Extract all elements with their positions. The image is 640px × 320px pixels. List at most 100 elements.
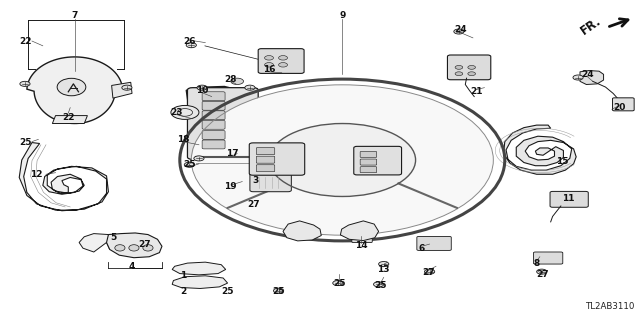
- FancyBboxPatch shape: [202, 92, 225, 101]
- Text: 10: 10: [196, 86, 208, 95]
- Circle shape: [379, 261, 389, 267]
- Text: 25: 25: [273, 287, 285, 296]
- FancyBboxPatch shape: [202, 140, 225, 149]
- Text: 25: 25: [221, 287, 234, 296]
- FancyBboxPatch shape: [202, 131, 225, 140]
- Circle shape: [468, 66, 476, 69]
- Text: 27: 27: [247, 200, 259, 209]
- Text: TL2AB3110: TL2AB3110: [586, 302, 636, 311]
- Text: 8: 8: [534, 259, 540, 268]
- FancyBboxPatch shape: [360, 167, 377, 173]
- Circle shape: [468, 72, 476, 76]
- FancyBboxPatch shape: [417, 236, 451, 251]
- Text: 23: 23: [170, 108, 183, 117]
- FancyBboxPatch shape: [202, 120, 225, 129]
- Text: FR.: FR.: [578, 14, 604, 38]
- Text: 13: 13: [378, 265, 390, 274]
- Circle shape: [122, 85, 132, 90]
- Text: 26: 26: [183, 36, 196, 45]
- Polygon shape: [19, 142, 108, 211]
- Text: 25: 25: [374, 281, 387, 290]
- Polygon shape: [283, 221, 321, 241]
- Text: 1: 1: [180, 271, 186, 280]
- Text: 21: 21: [470, 87, 483, 96]
- Circle shape: [278, 63, 287, 67]
- Polygon shape: [580, 70, 604, 84]
- FancyBboxPatch shape: [250, 173, 291, 192]
- Circle shape: [278, 56, 287, 60]
- Text: 2: 2: [180, 287, 186, 296]
- Polygon shape: [172, 276, 228, 288]
- Text: 9: 9: [339, 11, 346, 20]
- Circle shape: [171, 105, 199, 119]
- Circle shape: [245, 85, 255, 90]
- FancyBboxPatch shape: [360, 159, 377, 165]
- FancyBboxPatch shape: [447, 55, 491, 80]
- FancyBboxPatch shape: [534, 252, 563, 264]
- Circle shape: [20, 81, 30, 86]
- FancyBboxPatch shape: [256, 156, 275, 163]
- Text: 15: 15: [556, 157, 568, 166]
- Circle shape: [333, 281, 343, 286]
- Circle shape: [455, 72, 463, 76]
- FancyBboxPatch shape: [188, 88, 258, 159]
- Text: 19: 19: [225, 182, 237, 191]
- Polygon shape: [340, 221, 379, 241]
- Text: 4: 4: [129, 262, 135, 271]
- Text: 25: 25: [183, 160, 196, 169]
- Circle shape: [537, 269, 547, 274]
- FancyBboxPatch shape: [202, 111, 225, 120]
- Text: 17: 17: [226, 149, 238, 158]
- FancyBboxPatch shape: [256, 148, 275, 155]
- Ellipse shape: [57, 78, 86, 96]
- Ellipse shape: [115, 245, 125, 251]
- Polygon shape: [172, 262, 226, 275]
- FancyBboxPatch shape: [249, 143, 305, 175]
- Text: 27: 27: [138, 240, 151, 249]
- Text: 3: 3: [252, 176, 258, 185]
- Circle shape: [454, 29, 464, 34]
- Circle shape: [194, 156, 204, 161]
- Circle shape: [264, 63, 273, 67]
- Text: 18: 18: [177, 135, 189, 144]
- Text: 7: 7: [72, 11, 78, 20]
- Circle shape: [186, 43, 196, 48]
- FancyBboxPatch shape: [354, 146, 401, 175]
- Text: 27: 27: [537, 270, 549, 279]
- Circle shape: [197, 85, 207, 90]
- FancyBboxPatch shape: [550, 191, 588, 207]
- Text: 20: 20: [613, 103, 626, 112]
- Text: 25: 25: [19, 138, 32, 147]
- Circle shape: [184, 162, 195, 167]
- FancyBboxPatch shape: [258, 49, 304, 73]
- FancyBboxPatch shape: [202, 101, 225, 110]
- Text: 11: 11: [563, 194, 575, 203]
- FancyBboxPatch shape: [612, 98, 634, 111]
- FancyBboxPatch shape: [256, 165, 275, 172]
- Circle shape: [374, 282, 384, 287]
- Circle shape: [273, 288, 284, 293]
- Text: 28: 28: [225, 75, 237, 84]
- Polygon shape: [27, 57, 122, 124]
- Text: 5: 5: [110, 233, 116, 242]
- Ellipse shape: [143, 245, 153, 251]
- Circle shape: [192, 85, 493, 235]
- Text: 14: 14: [355, 241, 368, 250]
- Polygon shape: [52, 116, 88, 124]
- Text: 12: 12: [30, 170, 43, 179]
- Circle shape: [424, 269, 435, 274]
- Polygon shape: [504, 125, 576, 174]
- FancyBboxPatch shape: [360, 151, 377, 157]
- Circle shape: [264, 56, 273, 60]
- Text: 16: 16: [263, 65, 275, 74]
- Polygon shape: [186, 86, 270, 166]
- Circle shape: [455, 66, 463, 69]
- Text: 22: 22: [62, 113, 74, 122]
- Text: 24: 24: [454, 25, 467, 35]
- Text: 27: 27: [422, 268, 435, 277]
- Polygon shape: [106, 233, 162, 258]
- Text: 6: 6: [419, 244, 425, 253]
- Polygon shape: [79, 234, 109, 252]
- Ellipse shape: [129, 245, 139, 251]
- Circle shape: [231, 78, 244, 84]
